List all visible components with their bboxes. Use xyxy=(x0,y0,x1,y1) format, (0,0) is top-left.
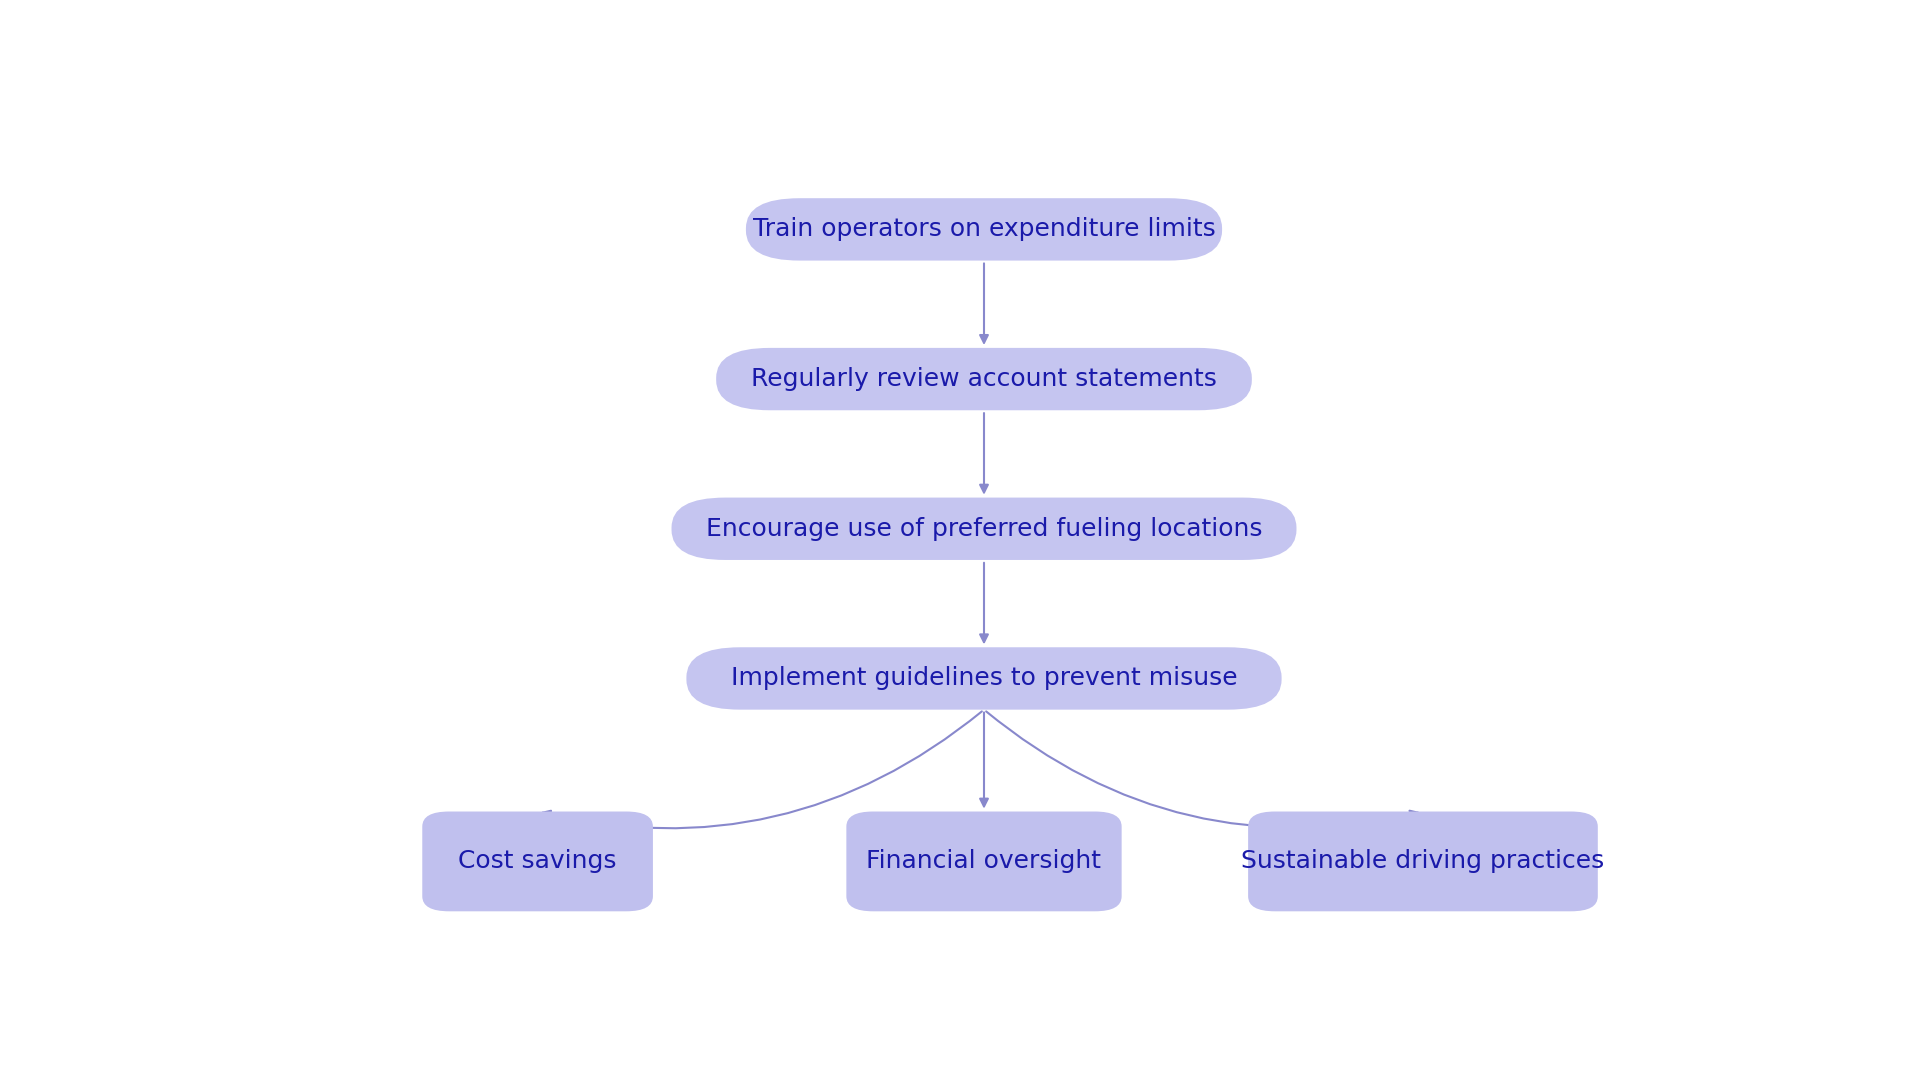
FancyArrowPatch shape xyxy=(987,712,1419,827)
FancyBboxPatch shape xyxy=(745,199,1221,260)
Text: Implement guidelines to prevent misuse: Implement guidelines to prevent misuse xyxy=(732,666,1236,690)
FancyArrowPatch shape xyxy=(979,563,989,643)
Text: Train operators on expenditure limits: Train operators on expenditure limits xyxy=(753,217,1215,242)
FancyArrowPatch shape xyxy=(543,712,981,828)
FancyBboxPatch shape xyxy=(422,811,653,912)
FancyBboxPatch shape xyxy=(716,348,1252,410)
FancyBboxPatch shape xyxy=(672,498,1296,559)
FancyBboxPatch shape xyxy=(687,647,1283,710)
Text: Cost savings: Cost savings xyxy=(459,849,616,874)
Text: Regularly review account statements: Regularly review account statements xyxy=(751,367,1217,391)
FancyArrowPatch shape xyxy=(979,413,989,492)
FancyArrowPatch shape xyxy=(979,713,989,807)
Text: Encourage use of preferred fueling locations: Encourage use of preferred fueling locat… xyxy=(707,516,1261,541)
FancyBboxPatch shape xyxy=(1248,811,1597,912)
FancyBboxPatch shape xyxy=(847,811,1121,912)
Text: Financial oversight: Financial oversight xyxy=(866,849,1102,874)
Text: Sustainable driving practices: Sustainable driving practices xyxy=(1242,849,1605,874)
FancyArrowPatch shape xyxy=(979,264,989,342)
